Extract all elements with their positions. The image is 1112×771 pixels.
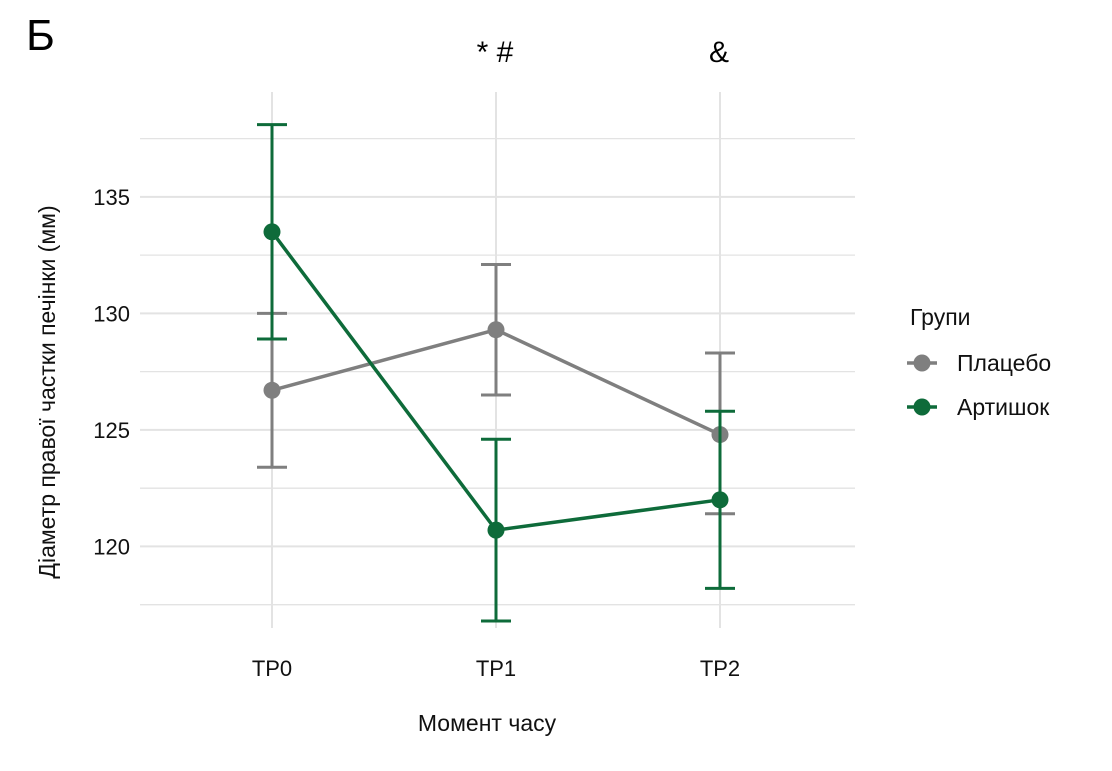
- y-tick-label: 125: [93, 418, 130, 443]
- legend-item: Артишок: [907, 394, 1050, 420]
- y-tick-label: 130: [93, 301, 130, 326]
- x-axis-title: Момент часу: [418, 710, 557, 736]
- x-tick-label: TP0: [252, 656, 292, 681]
- data-point: [263, 223, 281, 241]
- data-point: [487, 521, 505, 539]
- legend-title: Групи: [910, 304, 971, 330]
- y-tick-label: 120: [93, 534, 130, 559]
- series-group: [257, 123, 735, 623]
- x-axis-ticks: TP0 TP1 TP2: [252, 656, 740, 681]
- significance-annotation: &: [709, 36, 729, 69]
- data-point: [487, 321, 505, 339]
- legend: Групи Плацебо Артишок: [907, 304, 1051, 420]
- legend-label: Плацебо: [957, 350, 1051, 376]
- panel-label: Б: [26, 11, 55, 60]
- series: [257, 123, 735, 623]
- legend-swatch-marker: [913, 398, 931, 416]
- x-tick-label: TP1: [476, 656, 516, 681]
- legend-label: Артишок: [957, 394, 1050, 420]
- data-point: [263, 381, 281, 399]
- x-tick-label: TP2: [700, 656, 740, 681]
- y-axis-ticks: 120 125 130 135: [93, 185, 130, 560]
- significance-annotation: * #: [477, 36, 514, 69]
- significance-annotations: * # &: [477, 36, 729, 69]
- data-point: [711, 491, 729, 509]
- y-axis-title: Діаметр правої частки печінки (мм): [34, 205, 60, 578]
- legend-item: Плацебо: [907, 350, 1051, 376]
- y-tick-label: 135: [93, 185, 130, 210]
- legend-swatch-marker: [913, 354, 931, 372]
